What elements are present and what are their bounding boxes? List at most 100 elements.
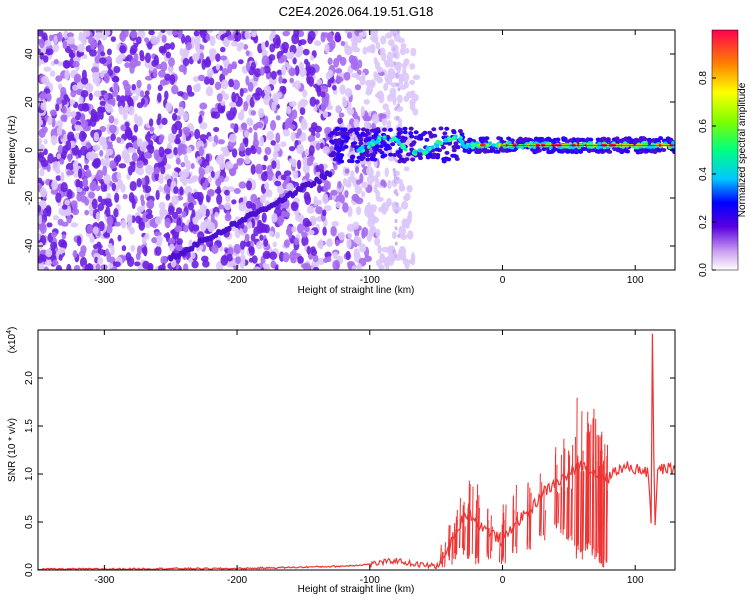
noise-speckle <box>409 63 416 70</box>
noise-speckle <box>69 98 76 106</box>
noise-speckle <box>264 40 269 48</box>
noise-speckle <box>234 228 241 239</box>
noise-speckle <box>45 248 53 258</box>
signal-halo <box>335 151 341 156</box>
signal-halo <box>533 136 539 141</box>
noise-speckle <box>246 61 251 72</box>
signal-halo <box>442 131 448 136</box>
noise-speckle <box>176 245 183 251</box>
colorbar-tick-label: 0.4 <box>698 167 709 181</box>
noise-speckle <box>73 264 81 270</box>
noise-speckle <box>263 263 271 270</box>
noise-speckle <box>306 246 311 255</box>
noise-speckle <box>62 114 68 123</box>
noise-speckle <box>342 202 349 213</box>
noise-speckle <box>155 189 160 201</box>
noise-speckle <box>129 226 135 235</box>
signal-halo <box>402 126 408 131</box>
noise-speckle <box>174 120 183 131</box>
noise-speckle <box>139 54 145 62</box>
noise-speckle <box>181 169 190 179</box>
snr-spike <box>581 465 584 552</box>
noise-speckle <box>377 244 382 255</box>
noise-speckle <box>227 162 234 169</box>
noise-speckle <box>374 237 381 247</box>
signal-halo <box>545 137 551 142</box>
signal-halo <box>578 149 584 154</box>
noise-speckle <box>41 126 48 134</box>
noise-speckle <box>290 131 296 142</box>
signal-halo <box>455 145 461 150</box>
noise-speckle <box>135 36 142 45</box>
noise-speckle <box>106 141 112 151</box>
signal-halo <box>599 137 605 142</box>
noise-speckle <box>310 249 318 256</box>
noise-speckle <box>157 113 162 121</box>
snr-spike <box>568 455 571 538</box>
signal-halo <box>331 151 337 156</box>
signal-halo <box>537 136 543 141</box>
noise-speckle <box>70 89 77 98</box>
snr-spike <box>554 454 556 525</box>
snr-spike <box>515 484 517 547</box>
noise-speckle <box>103 30 111 37</box>
noise-speckle <box>78 250 86 258</box>
signal-core <box>589 145 594 149</box>
snr-spike <box>486 508 489 553</box>
noise-speckle <box>65 162 74 171</box>
noise-speckle <box>42 207 49 217</box>
noise-speckle <box>43 138 48 145</box>
noise-speckle <box>140 199 146 206</box>
noise-speckle <box>211 244 219 255</box>
noise-speckle <box>373 159 378 168</box>
signal-halo <box>395 150 401 155</box>
noise-speckle <box>199 30 207 39</box>
noise-speckle <box>102 165 108 176</box>
noise-speckle <box>199 110 205 117</box>
noise-speckle <box>324 251 332 258</box>
signal-halo <box>586 149 592 154</box>
noise-speckle <box>164 148 172 155</box>
noise-speckle <box>361 181 369 189</box>
noise-speckle <box>171 84 179 95</box>
signal-halo <box>623 148 629 153</box>
noise-speckle <box>199 204 208 211</box>
noise-speckle <box>210 170 215 179</box>
signal-core <box>393 137 398 141</box>
noise-speckle <box>136 167 145 176</box>
signal-halo <box>409 134 415 139</box>
noise-speckle <box>272 151 279 158</box>
noise-speckle <box>347 176 352 186</box>
snr-spike <box>529 505 532 542</box>
noise-speckle <box>253 68 262 78</box>
noise-speckle <box>144 232 150 240</box>
trace-dot <box>327 171 333 178</box>
noise-speckle <box>351 265 357 270</box>
signal-halo <box>428 134 434 139</box>
noise-speckle <box>208 77 215 86</box>
signal-halo <box>441 157 447 162</box>
noise-speckle <box>169 74 176 85</box>
noise-speckle <box>246 119 254 127</box>
noise-speckle <box>131 83 137 91</box>
noise-speckle <box>82 177 89 189</box>
noise-speckle <box>207 221 216 233</box>
noise-speckle <box>335 104 342 114</box>
noise-speckle <box>340 40 346 47</box>
noise-speckle <box>145 213 154 220</box>
noise-speckle <box>316 78 323 86</box>
noise-speckle <box>412 74 421 80</box>
noise-speckle <box>326 238 333 248</box>
noise-speckle <box>153 167 160 175</box>
noise-speckle <box>164 73 171 81</box>
noise-speckle <box>296 144 304 155</box>
snr-spike <box>585 432 588 538</box>
colorbar-tick-label: 0.8 <box>698 71 709 85</box>
signal-halo <box>408 131 414 136</box>
signal-halo <box>342 127 348 132</box>
noise-speckle <box>40 103 47 111</box>
noise-speckle <box>354 165 360 174</box>
noise-speckle <box>192 52 200 62</box>
noise-speckle <box>357 59 363 69</box>
signal-halo <box>506 136 512 141</box>
